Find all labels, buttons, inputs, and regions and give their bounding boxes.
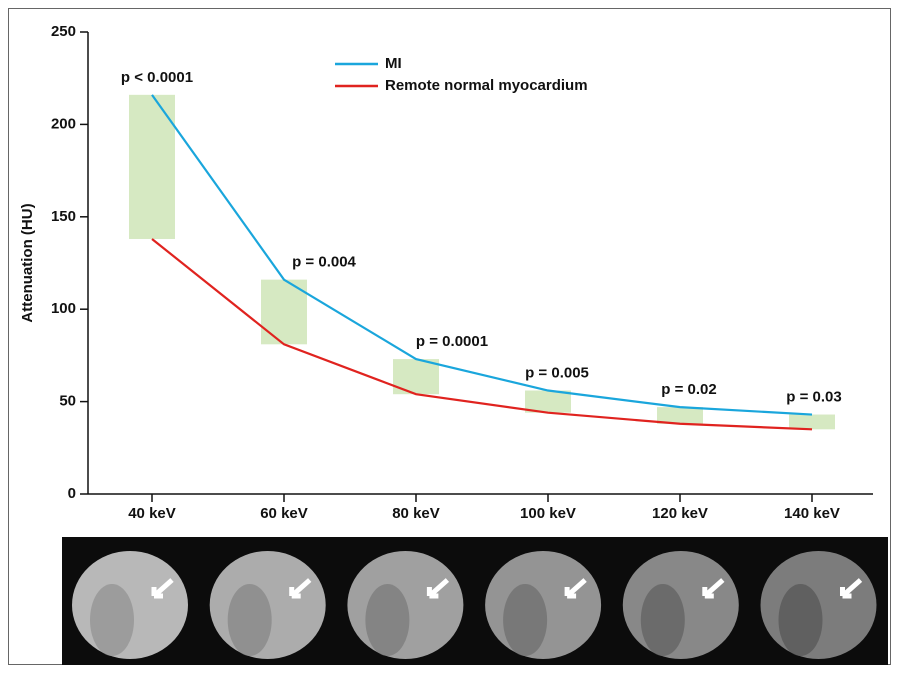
x-tick-label: 100 keV — [520, 505, 576, 522]
difference-box — [657, 407, 703, 424]
x-tick-label: 120 keV — [652, 505, 708, 522]
y-tick-label: 200 — [51, 115, 76, 132]
y-tick-label: 150 — [51, 208, 76, 225]
y-tick-label: 50 — [59, 393, 76, 410]
p-value-label: p = 0.004 — [292, 254, 356, 271]
heart-shadow — [228, 584, 272, 656]
heart-shadow — [90, 584, 134, 656]
x-tick-label: 60 keV — [260, 505, 308, 522]
p-value-label: p = 0.03 — [786, 389, 841, 406]
series-line — [152, 95, 812, 415]
page: {"chart_data": {"type": "line", "y_label… — [0, 0, 899, 676]
p-value-label: p = 0.02 — [661, 381, 716, 398]
legend-label: Remote normal myocardium — [385, 77, 588, 94]
ct-images — [62, 537, 888, 665]
x-tick-label: 140 keV — [784, 505, 840, 522]
chart: Attenuation (HU) 0 50 100 150 200 250 40 keV 60… — [0, 0, 899, 671]
heart-shadow — [641, 584, 685, 656]
x-tick-label: 40 keV — [128, 505, 176, 522]
p-value-label: p = 0.0001 — [416, 333, 488, 350]
heart-shadow — [779, 584, 823, 656]
heart-shadow — [503, 584, 547, 656]
y-axis-label: Attenuation (HU) — [19, 203, 36, 322]
y-tick-label: 250 — [51, 23, 76, 40]
heart-shadow — [365, 584, 409, 656]
x-tick-label: 80 keV — [392, 505, 440, 522]
difference-box — [789, 415, 835, 430]
p-value-label: p < 0.0001 — [121, 69, 193, 86]
legend-label: MI — [385, 55, 402, 72]
y-tick-label: 100 — [51, 300, 76, 317]
p-value-label: p = 0.005 — [525, 364, 589, 381]
y-tick-label: 0 — [68, 485, 76, 502]
